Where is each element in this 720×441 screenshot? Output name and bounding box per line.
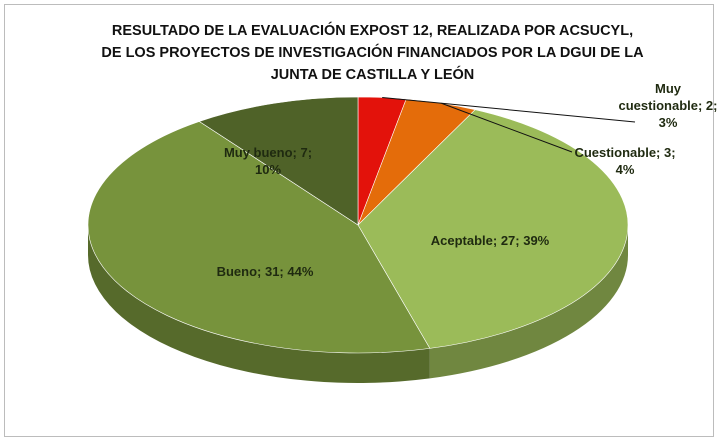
data-label: Muy bueno; 7; 10%: [223, 145, 313, 177]
data-label: Muy cuestionable; 2; 3%: [618, 81, 718, 130]
leader-line: [382, 97, 636, 123]
slice: [87, 121, 431, 354]
data-label: Bueno; 31; 44%: [216, 264, 314, 279]
slice: [357, 109, 629, 349]
slice-side: [88, 225, 430, 383]
chart-title: RESULTADO DE LA EVALUACIÓN EXPOST 12, RE…: [101, 23, 644, 83]
leader-line: [441, 102, 573, 153]
slice: [198, 96, 359, 226]
chart-frame: [4, 4, 714, 437]
data-label: Cuestionable; 3; 4%: [574, 145, 676, 177]
slice-side: [429, 225, 628, 379]
data-label: Aceptable; 27; 39%: [430, 233, 550, 248]
